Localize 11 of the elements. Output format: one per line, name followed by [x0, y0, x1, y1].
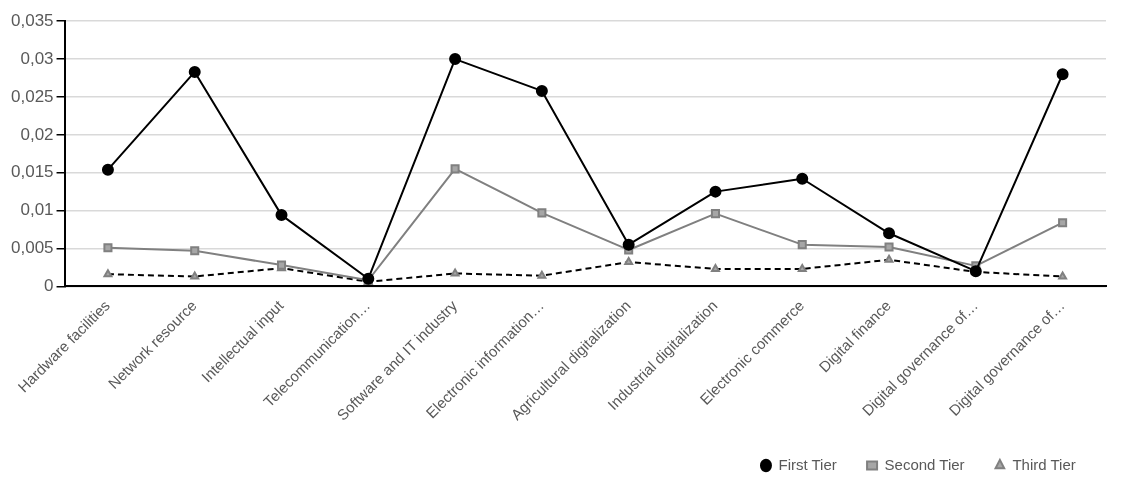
y-tick-label: 0: [44, 276, 54, 295]
y-tick-label: 0,015: [10, 162, 54, 182]
legend-label: First Tier: [778, 455, 837, 473]
y-tick-label: 0,02: [20, 124, 54, 144]
y-tick-label: 0,03: [20, 48, 54, 68]
y-tick-label: 0,025: [10, 86, 54, 106]
y-tick-label: 0,035: [10, 10, 54, 30]
y-tick-label: 0,01: [20, 200, 54, 220]
legend-label: Second Tier: [884, 455, 965, 473]
y-tick-label: 0,005: [10, 238, 54, 258]
legend-label: Third Tier: [1012, 455, 1076, 473]
